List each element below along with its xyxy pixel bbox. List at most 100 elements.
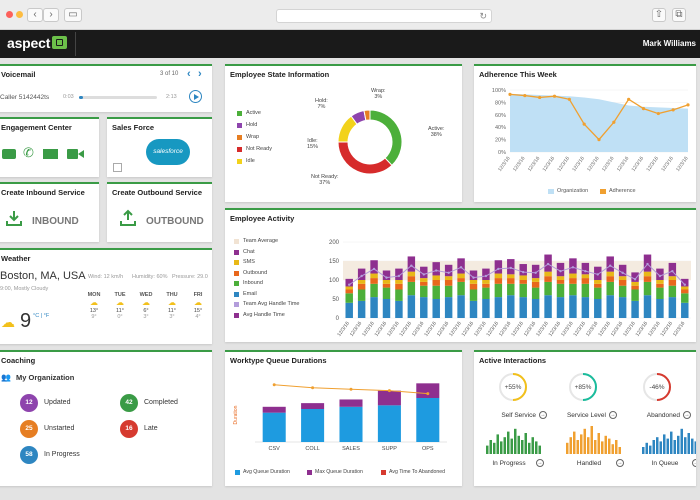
email-icon[interactable]: [43, 149, 58, 159]
coaching-status-label[interactable]: In Progress: [44, 451, 80, 458]
activity-bar-chat: [531, 264, 540, 279]
weather-icon: ☁: [168, 298, 176, 307]
arrow-right-icon[interactable]: →: [609, 411, 617, 419]
phone-icon[interactable]: ✆: [23, 145, 34, 160]
reload-icon[interactable]: ↻: [479, 11, 487, 21]
interactions-panel: Active Interactions +55% Self Service → +85…: [474, 350, 696, 486]
activity-bar-sms: [482, 280, 490, 284]
mini-bar: [514, 428, 517, 454]
activity-bar-email: [668, 297, 677, 318]
mini-bar: [496, 434, 499, 454]
coaching-count-badge[interactable]: 16: [120, 420, 138, 438]
activity-bar-outbound: [457, 278, 465, 282]
arrow-right-icon[interactable]: →: [683, 411, 691, 419]
download-icon[interactable]: [5, 209, 23, 232]
bar-group-label[interactable]: In Progress: [492, 460, 526, 467]
mini-bar: [510, 438, 513, 454]
mini-bar: [645, 442, 648, 454]
logo-icon: [52, 36, 68, 49]
gauge-label[interactable]: Abandoned: [646, 412, 680, 419]
arrow-right-icon[interactable]: →: [536, 459, 544, 467]
next-voicemail-icon[interactable]: ›: [198, 68, 202, 80]
coaching-status-label[interactable]: Unstarted: [44, 425, 75, 432]
coaching-status-label[interactable]: Completed: [144, 399, 178, 406]
voicemail-progress[interactable]: [79, 96, 157, 99]
tabs-icon[interactable]: ⧉: [672, 8, 686, 22]
coaching-count-badge[interactable]: 12: [20, 394, 38, 412]
upload-icon[interactable]: [119, 209, 137, 232]
legend-label: Team Average: [243, 238, 279, 244]
forward-icon[interactable]: ›: [43, 8, 59, 22]
panel-title: Create Inbound Service: [1, 188, 85, 197]
activity-bar-sms: [444, 276, 453, 280]
panel-title: Worktype Queue Durations: [230, 356, 327, 365]
sidebar-toggle-icon[interactable]: ▭: [64, 8, 82, 22]
gauge-label[interactable]: Self Service: [501, 412, 536, 419]
activity-bar-sms: [370, 273, 378, 279]
x-tick-label: 12/3/16: [556, 156, 571, 173]
chat-icon[interactable]: [2, 149, 16, 159]
mini-bar: [611, 444, 614, 454]
coaching-status-label[interactable]: Updated: [44, 399, 71, 406]
salesforce-logo[interactable]: salesforce: [146, 139, 190, 165]
prev-voicemail-icon[interactable]: ‹: [187, 68, 191, 80]
outbound-button[interactable]: OUTBOUND: [146, 216, 204, 227]
employee-state-donut: [337, 109, 403, 175]
external-link-icon[interactable]: [113, 163, 122, 172]
coaching-count-badge[interactable]: 58: [20, 446, 38, 464]
activity-bar-sms: [469, 280, 478, 284]
coaching-count-badge[interactable]: 25: [20, 420, 38, 438]
activity-bar-outbound: [482, 283, 490, 288]
forecast-low: 9°: [91, 314, 97, 320]
team-avg-handle-time-line: [348, 263, 686, 286]
mini-bar: [652, 440, 655, 454]
salesforce-panel: Sales Force salesforce: [107, 117, 212, 177]
activity-bar-email: [395, 300, 403, 318]
play-icon[interactable]: [189, 90, 202, 103]
activity-bar-inbound: [345, 293, 353, 303]
y-tick-label: 40%: [495, 125, 506, 131]
arrow-right-icon[interactable]: →: [539, 411, 547, 419]
weather-units-toggle[interactable]: °C | °F: [33, 313, 50, 319]
inbound-button[interactable]: INBOUND: [32, 216, 79, 227]
mini-bar: [538, 445, 541, 454]
user-name[interactable]: Mark Williams: [642, 39, 696, 48]
bar-group-label[interactable]: In Queue: [651, 460, 679, 467]
people-icon: 👥: [1, 373, 11, 382]
activity-bar-chat: [618, 264, 627, 277]
activity-bar-inbound: [457, 281, 465, 296]
gauge-label[interactable]: Service Level: [566, 412, 606, 419]
coaching-status-label[interactable]: Late: [144, 425, 158, 432]
activity-bar-email: [482, 299, 490, 318]
legend-label: Max Queue Duration: [315, 469, 363, 475]
mini-bar: [493, 442, 496, 454]
activity-bar-outbound: [656, 283, 664, 288]
video-icon[interactable]: [67, 149, 78, 159]
close-window-dot[interactable]: [6, 11, 13, 18]
activity-bar-email: [370, 297, 378, 318]
handle-time-point: [546, 262, 550, 266]
activity-bar-inbound: [668, 285, 677, 298]
panel-title: Create Outbound Service: [112, 188, 203, 197]
mini-bar: [590, 426, 593, 454]
panel-title: Employee Activity: [230, 214, 295, 223]
activity-bar-outbound: [594, 283, 602, 288]
minimize-window-dot[interactable]: [16, 11, 23, 18]
gauge-value: -46%: [649, 384, 665, 391]
back-icon[interactable]: ‹: [27, 8, 43, 22]
weather-icon: ☁: [194, 298, 202, 307]
forecast-day-name: TUE: [114, 292, 126, 298]
coaching-count-badge[interactable]: 42: [120, 394, 138, 412]
share-icon[interactable]: ⇧: [652, 8, 666, 22]
activity-bar-inbound: [618, 285, 627, 298]
activity-bar-email: [643, 295, 652, 318]
address-bar[interactable]: ↻: [276, 9, 492, 23]
mini-bar: [583, 428, 586, 454]
arrow-right-icon[interactable]: →: [692, 459, 696, 467]
arrow-right-icon[interactable]: →: [616, 459, 624, 467]
activity-bar-email: [556, 297, 565, 318]
abandoned-point: [272, 383, 276, 387]
activity-bar-outbound: [556, 280, 565, 284]
bar-group-label[interactable]: Handled: [576, 460, 602, 467]
state-callout: Active: 38%: [428, 126, 445, 138]
